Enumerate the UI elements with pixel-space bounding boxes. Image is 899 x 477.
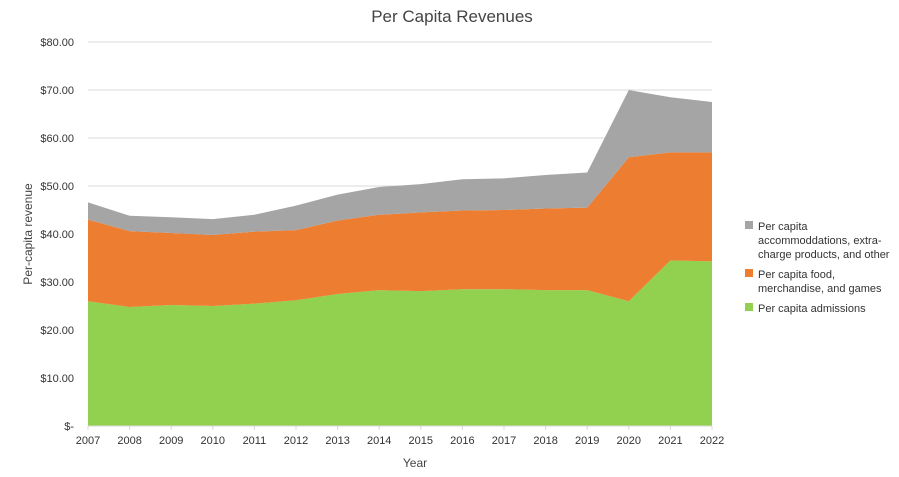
x-tick-label: 2013 (325, 435, 349, 447)
x-tick-label: 2016 (450, 435, 474, 447)
x-tick-label: 2014 (367, 435, 391, 447)
legend: Per capita accommoddations, extra-charge … (745, 221, 890, 315)
x-tick-label: 2007 (76, 435, 100, 447)
y-tick-label: $30.00 (40, 277, 74, 289)
legend-label: merchandise, and games (758, 283, 882, 295)
legend-label: Per capita admissions (758, 303, 866, 315)
y-tick-label: $80.00 (40, 37, 74, 49)
legend-label: Per capita (758, 221, 808, 233)
y-axis: $- $10.00 $20.00 $30.00 $40.00 $50.00 $60.00 $7… (40, 37, 74, 433)
x-tick-label: 2018 (533, 435, 557, 447)
y-tick-label: $60.00 (40, 133, 74, 145)
area-layer (88, 90, 712, 426)
x-tick-label: 2021 (658, 435, 682, 447)
area-series-3 (88, 90, 712, 235)
x-axis: 2007 2008 2009 2010 2011 2012 2013 2014 2015 2016… (76, 425, 724, 447)
x-tick-label: 2010 (201, 435, 225, 447)
legend-swatch (745, 221, 753, 229)
y-tick-label: $10.00 (40, 373, 74, 385)
legend-swatch (745, 303, 753, 311)
legend-label: Per capita food, (758, 269, 835, 281)
x-tick-label: 2012 (284, 435, 308, 447)
y-tick-label: $50.00 (40, 181, 74, 193)
area-series-1 (88, 260, 712, 426)
x-tick-label: 2011 (243, 435, 267, 447)
y-tick-label: $20.00 (40, 325, 74, 337)
legend-item: Per capita admissions (745, 303, 866, 315)
y-axis-label: Per-capita revenue (21, 183, 35, 285)
x-tick-label: 2020 (617, 435, 641, 447)
legend-swatch (745, 269, 753, 277)
y-tick-label: $70.00 (40, 85, 74, 97)
chart-title: Per Capita Revenues (371, 7, 533, 26)
legend-label: accommoddations, extra- (758, 235, 882, 247)
x-tick-label: 2008 (117, 435, 141, 447)
legend-item: Per capita accommoddations, extra-charge … (745, 221, 890, 261)
x-tick-label: 2015 (409, 435, 433, 447)
y-tick-label: $- (64, 421, 74, 433)
y-tick-label: $40.00 (40, 229, 74, 241)
x-tick-label: 2009 (159, 435, 183, 447)
area-series-2 (88, 152, 712, 307)
x-tick-label: 2022 (700, 435, 724, 447)
x-axis-label: Year (403, 456, 427, 470)
legend-label: charge products, and other (758, 249, 890, 261)
legend-item: Per capita food, merchandise, and games (745, 269, 882, 295)
x-tick-label: 2019 (575, 435, 599, 447)
x-tick-label: 2017 (492, 435, 516, 447)
